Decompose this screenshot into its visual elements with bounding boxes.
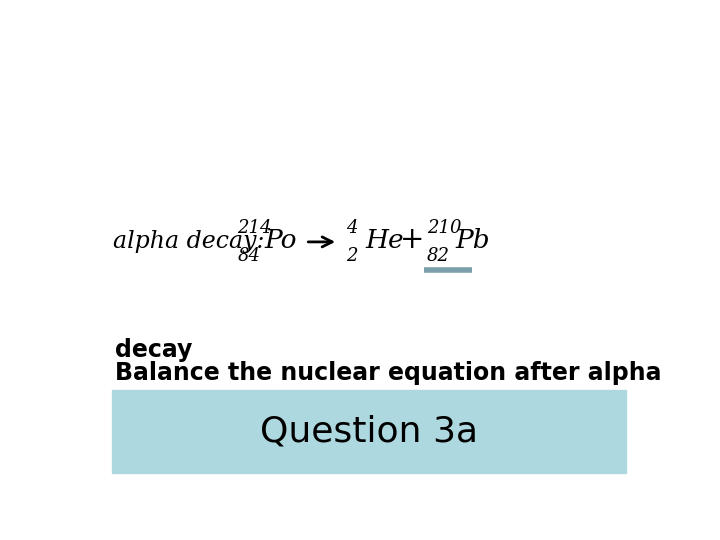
Text: alpha decay:: alpha decay: <box>113 231 265 253</box>
Text: Question 3a: Question 3a <box>260 414 478 448</box>
Text: 210: 210 <box>427 219 462 237</box>
FancyBboxPatch shape <box>112 390 626 473</box>
Text: Po: Po <box>264 228 297 253</box>
Text: 84: 84 <box>238 247 260 265</box>
Text: 4: 4 <box>346 219 357 237</box>
Text: Pb: Pb <box>456 228 490 253</box>
Text: +: + <box>400 226 424 254</box>
Text: He: He <box>366 228 405 253</box>
Text: Balance the nuclear equation after alpha: Balance the nuclear equation after alpha <box>114 361 661 385</box>
Text: decay: decay <box>114 338 192 362</box>
Text: 82: 82 <box>427 247 450 265</box>
Text: 214: 214 <box>238 219 271 237</box>
Text: 2: 2 <box>346 247 357 265</box>
